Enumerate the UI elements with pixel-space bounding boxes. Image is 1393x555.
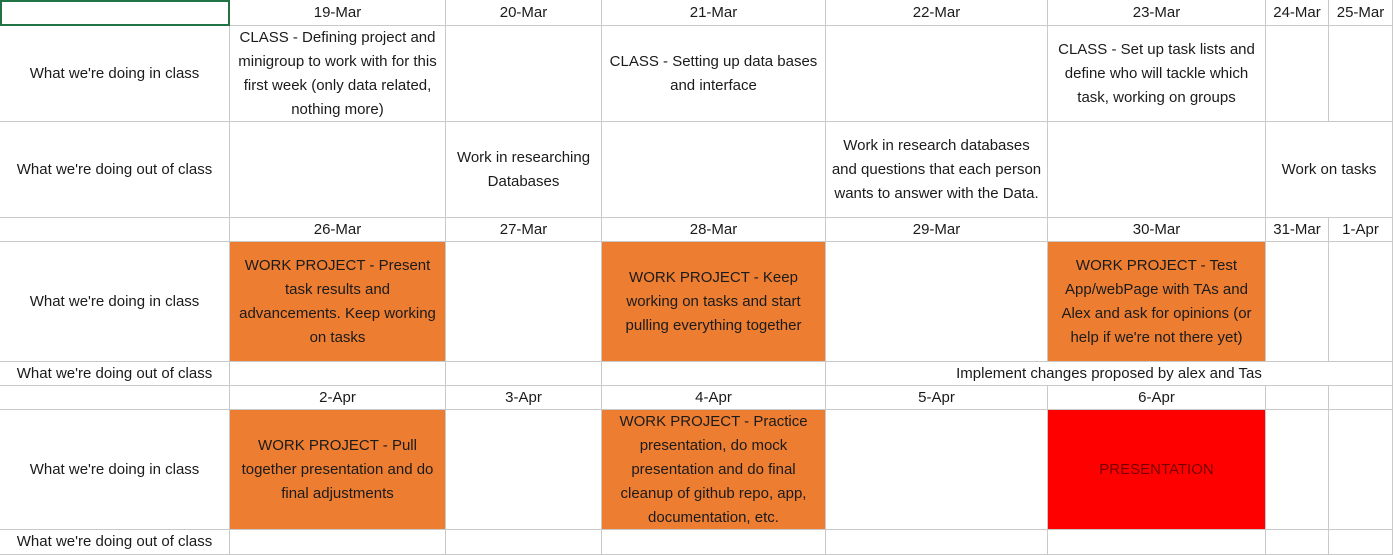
cell-empty[interactable]	[230, 530, 446, 555]
cell-class-19-mar[interactable]: CLASS - Defining project and minigroup t…	[230, 26, 446, 122]
cell-class-23-mar[interactable]: CLASS - Set up task lists and define who…	[1048, 26, 1266, 122]
cell-out-22-mar[interactable]: Work in research databases and questions…	[826, 122, 1048, 218]
cell-empty[interactable]	[1266, 410, 1329, 530]
cell-empty[interactable]	[1329, 386, 1393, 410]
date-header-26-mar[interactable]: 26-Mar	[230, 218, 446, 242]
cell-work-28-mar[interactable]: WORK PROJECT - Keep working on tasks and…	[602, 242, 826, 362]
cell-empty[interactable]	[826, 530, 1048, 555]
cell-out-20-mar[interactable]: Work in researching Databases	[446, 122, 602, 218]
date-header-3-apr[interactable]: 3-Apr	[446, 386, 602, 410]
cell-empty[interactable]	[446, 530, 602, 555]
cell-empty[interactable]	[1048, 122, 1266, 218]
cell-out-weekend[interactable]: Work on tasks	[1266, 122, 1393, 218]
row-label-in-class[interactable]: What we're doing in class	[0, 26, 230, 122]
cell-empty[interactable]	[1329, 410, 1393, 530]
cell-empty[interactable]	[602, 530, 826, 555]
cell-empty[interactable]	[0, 386, 230, 410]
cell-empty[interactable]	[826, 410, 1048, 530]
cell-empty[interactable]	[1266, 26, 1329, 122]
row-label-in-class[interactable]: What we're doing in class	[0, 410, 230, 530]
date-header-21-mar[interactable]: 21-Mar	[602, 0, 826, 26]
date-header-23-mar[interactable]: 23-Mar	[1048, 0, 1266, 26]
date-header-1-apr[interactable]: 1-Apr	[1329, 218, 1393, 242]
row-label-in-class[interactable]: What we're doing in class	[0, 242, 230, 362]
date-header-20-mar[interactable]: 20-Mar	[446, 0, 602, 26]
cell-empty[interactable]	[1266, 386, 1329, 410]
row-label-out-class[interactable]: What we're doing out of class	[0, 122, 230, 218]
cell-empty[interactable]	[1329, 242, 1393, 362]
date-header-30-mar[interactable]: 30-Mar	[1048, 218, 1266, 242]
cell-empty[interactable]	[1329, 530, 1393, 555]
date-header-27-mar[interactable]: 27-Mar	[446, 218, 602, 242]
cell-empty[interactable]	[446, 410, 602, 530]
date-header-5-apr[interactable]: 5-Apr	[826, 386, 1048, 410]
row-label-out-class[interactable]: What we're doing out of class	[0, 530, 230, 555]
date-header-4-apr[interactable]: 4-Apr	[602, 386, 826, 410]
cell-out-implement-changes[interactable]: Implement changes proposed by alex and T…	[826, 362, 1393, 386]
cell-work-26-mar[interactable]: WORK PROJECT - Present task results and …	[230, 242, 446, 362]
cell-empty[interactable]	[446, 242, 602, 362]
date-header-6-apr[interactable]: 6-Apr	[1048, 386, 1266, 410]
cell-work-4-apr[interactable]: WORK PROJECT - Practice presentation, do…	[602, 410, 826, 530]
cell-empty[interactable]	[1266, 530, 1329, 555]
cell-work-2-apr[interactable]: WORK PROJECT - Pull together presentatio…	[230, 410, 446, 530]
cell-empty[interactable]	[0, 218, 230, 242]
cell-empty[interactable]	[826, 242, 1048, 362]
date-header-24-mar[interactable]: 24-Mar	[1266, 0, 1329, 26]
cell-empty[interactable]	[446, 26, 602, 122]
cell-empty[interactable]	[826, 26, 1048, 122]
cell-empty[interactable]	[1266, 242, 1329, 362]
cell-selected[interactable]	[0, 0, 230, 26]
cell-empty[interactable]	[446, 362, 602, 386]
cell-empty[interactable]	[1048, 530, 1266, 555]
date-header-19-mar[interactable]: 19-Mar	[230, 0, 446, 26]
row-label-out-class[interactable]: What we're doing out of class	[0, 362, 230, 386]
date-header-22-mar[interactable]: 22-Mar	[826, 0, 1048, 26]
cell-work-30-mar[interactable]: WORK PROJECT - Test App/webPage with TAs…	[1048, 242, 1266, 362]
cell-presentation-6-apr[interactable]: PRESENTATION	[1048, 410, 1266, 530]
date-header-29-mar[interactable]: 29-Mar	[826, 218, 1048, 242]
cell-empty[interactable]	[602, 362, 826, 386]
date-header-2-apr[interactable]: 2-Apr	[230, 386, 446, 410]
cell-empty[interactable]	[230, 122, 446, 218]
cell-empty[interactable]	[1329, 26, 1393, 122]
cell-class-21-mar[interactable]: CLASS - Setting up data bases and interf…	[602, 26, 826, 122]
date-header-31-mar[interactable]: 31-Mar	[1266, 218, 1329, 242]
date-header-25-mar[interactable]: 25-Mar	[1329, 0, 1393, 26]
date-header-28-mar[interactable]: 28-Mar	[602, 218, 826, 242]
cell-empty[interactable]	[230, 362, 446, 386]
cell-empty[interactable]	[602, 122, 826, 218]
